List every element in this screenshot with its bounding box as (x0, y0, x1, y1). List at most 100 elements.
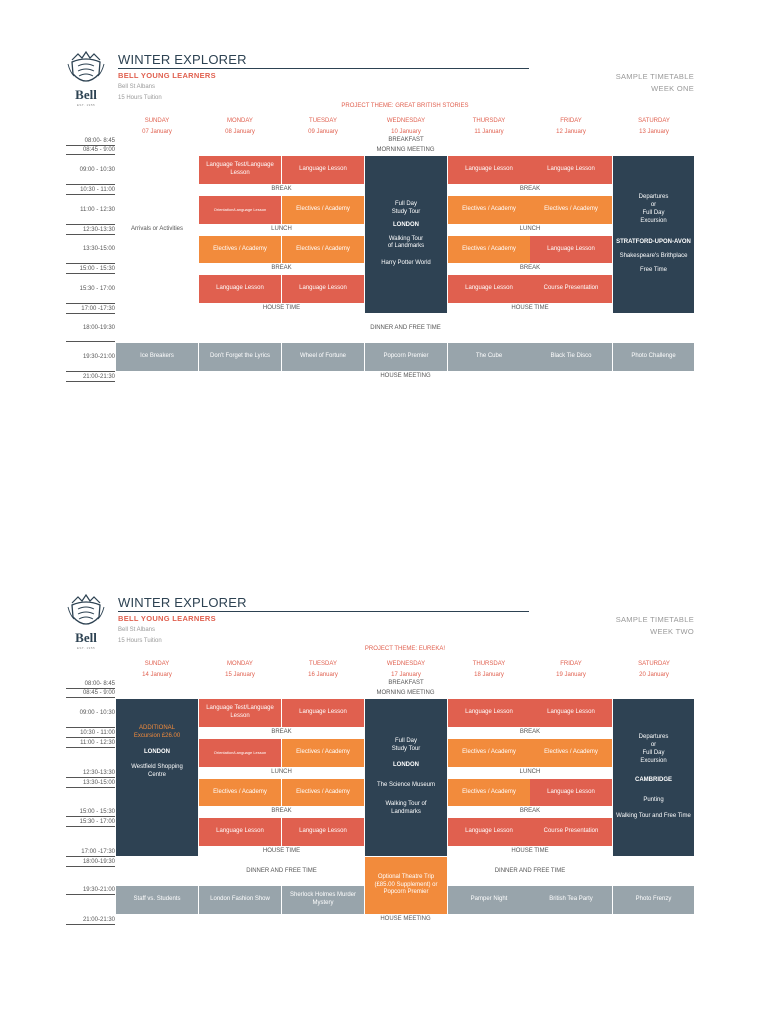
day-header-thursday: THURSDAY 18 January (448, 659, 530, 681)
breakfast-label: BREAKFAST (388, 680, 424, 687)
page-subtitle: BELL YOUNG LEARNERS (118, 614, 216, 623)
time-slot: 19:30-21:00 (66, 342, 115, 372)
excursion-line: Full Day (642, 749, 665, 756)
tour-line: Walking Tour of (385, 801, 427, 808)
evening-activity: Ice Breakers (116, 343, 198, 371)
day-date: 20 January (639, 672, 669, 678)
lesson-block: Language Lesson (448, 275, 530, 303)
day-header-sunday: SUNDAY 07 January (116, 116, 198, 138)
day-header-tuesday: TUESDAY 16 January (282, 659, 364, 681)
time-slot: 08:00- 8:45 (66, 679, 115, 689)
logo-wordmark: Bell (75, 87, 97, 102)
lesson-block: Language Lesson (199, 275, 281, 303)
excursion-line: or (650, 202, 657, 208)
day-header-saturday: SATURDAY 20 January (613, 659, 695, 681)
time-slot: 08:45 - 9:00 (66, 689, 115, 698)
tuition-hours: 15 Hours Tuition (118, 95, 162, 101)
day-header-sunday: SUNDAY 14 January (116, 659, 198, 681)
evening-activity: Black Tie Disco (530, 343, 612, 371)
excursion-line: Departures (638, 734, 669, 741)
excursion-price: Excursion £26.00 (133, 732, 181, 739)
lesson-block: Language Lesson (530, 699, 612, 727)
project-theme: PROJECT THEME: GREAT BRITISH STORIES (341, 103, 469, 109)
break-label: BREAK (271, 729, 292, 736)
lunch-label: LUNCH (519, 226, 541, 233)
evening-activity: British Tea Party (530, 886, 612, 914)
time-slot: 11:00 - 12:30 (66, 195, 115, 225)
day-name: FRIDAY (560, 661, 582, 667)
day-header-thursday: THURSDAY 11 January (448, 116, 530, 138)
time-slot: 12:30-13:30 (66, 225, 115, 235)
morning-meeting-label: MORNING MEETING (376, 146, 435, 153)
break-label: BREAK (519, 265, 541, 272)
excursion-line: Excursion (640, 217, 667, 224)
bell-crest-logo: Bell EST. 1955 (66, 593, 106, 650)
day-name: FRIDAY (560, 118, 582, 124)
page-title: WINTER EXPLORER (118, 52, 247, 67)
day-name: TUESDAY (309, 661, 337, 667)
evening-activity: Wheel of Fortune (282, 343, 364, 371)
sunday-excursion: ADDITIONAL Excursion £26.00 LONDON Westf… (116, 699, 198, 856)
tour-line: of Landmarks (387, 243, 425, 250)
day-header-monday: MONDAY 08 January (199, 116, 281, 138)
day-name: WEDNESDAY (386, 661, 426, 667)
crest-icon (67, 593, 105, 625)
day-name: SUNDAY (144, 118, 170, 124)
break-label: BREAK (519, 186, 541, 193)
bell-crest-logo: Bell EST. 1955 (66, 50, 106, 107)
day-name: SATURDAY (638, 118, 670, 124)
lunch-label: LUNCH (271, 769, 292, 776)
break-label: BREAK (271, 186, 292, 193)
tour-destination: LONDON (393, 761, 419, 768)
wednesday-study-tour: Full Day Study Tour LONDON Walking Tour … (365, 156, 447, 313)
time-slot: 21:00-21:30 (66, 372, 115, 382)
tour-line: Full Day (394, 738, 417, 745)
lesson-block: Language Lesson (448, 156, 530, 184)
break-label: BREAK (519, 729, 541, 736)
logo-established: EST. 1955 (76, 103, 96, 107)
excursion-line: Punting (643, 797, 664, 804)
evening-activity: Photo Challenge (613, 343, 694, 371)
tour-line: Walking Tour (388, 235, 424, 242)
day-name: THURSDAY (472, 661, 506, 667)
lesson-block: Course Presentation (530, 275, 612, 303)
day-header-friday: FRIDAY 12 January (530, 116, 612, 138)
break-label: BREAK (519, 808, 541, 815)
excursion-line: Departures (638, 194, 669, 201)
lunch-label: LUNCH (271, 226, 292, 233)
break-label: BREAK (271, 808, 292, 815)
sample-label: SAMPLE TIMETABLE (615, 615, 694, 624)
tour-line: Harry Potter World (381, 260, 431, 267)
electives-block: Electives / Academy (199, 236, 281, 263)
tour-line: Study Tour (391, 208, 421, 215)
dinner-label: DINNER AND FREE TIME (246, 867, 317, 874)
day-header-wednesday: WEDNESDAY 17 January (365, 659, 447, 681)
electives-block: Electives / Academy (282, 779, 364, 806)
lunch-label: LUNCH (519, 769, 541, 776)
lesson-block: Language Test/Language Lesson (199, 699, 281, 727)
logo-established: EST. 1955 (76, 646, 96, 650)
page-title: WINTER EXPLORER (118, 595, 247, 610)
time-slot: 18:00-19:30 (66, 857, 115, 867)
evening-activity: London Fashion Show (199, 886, 281, 914)
day-name: THURSDAY (472, 118, 506, 124)
tour-destination: LONDON (393, 221, 419, 228)
page-subtitle: BELL YOUNG LEARNERS (118, 71, 216, 80)
day-date: 12 January (556, 129, 586, 135)
day-date: 19 January (556, 672, 586, 678)
lesson-block: Language Lesson (199, 818, 281, 846)
day-date: 11 January (474, 129, 504, 135)
electives-block: Electives / Academy (448, 739, 530, 767)
timetable-week-two: Bell EST. 1955 WINTER EXPLORER BELL YOUN… (0, 583, 768, 1003)
time-slot: 15:30 - 17:00 (66, 274, 115, 304)
sample-label: SAMPLE TIMETABLE (615, 72, 694, 81)
excursion-destination: CAMBRIDGE (635, 777, 672, 784)
saturday-excursion: Departures or Full Day Excursion STRATFO… (613, 156, 694, 313)
lesson-block: Language Lesson (282, 818, 364, 846)
school-name: Bell St Albans (118, 627, 156, 633)
timetable-week-one: Bell EST. 1955 WINTER EXPLORER BELL YOUN… (0, 40, 768, 460)
evening-activity: Don't Forget the Lyrics (199, 343, 281, 371)
excursion-line: Walking Tour and Free Time (616, 812, 691, 819)
day-name: MONDAY (227, 661, 253, 667)
crest-icon (67, 50, 105, 82)
